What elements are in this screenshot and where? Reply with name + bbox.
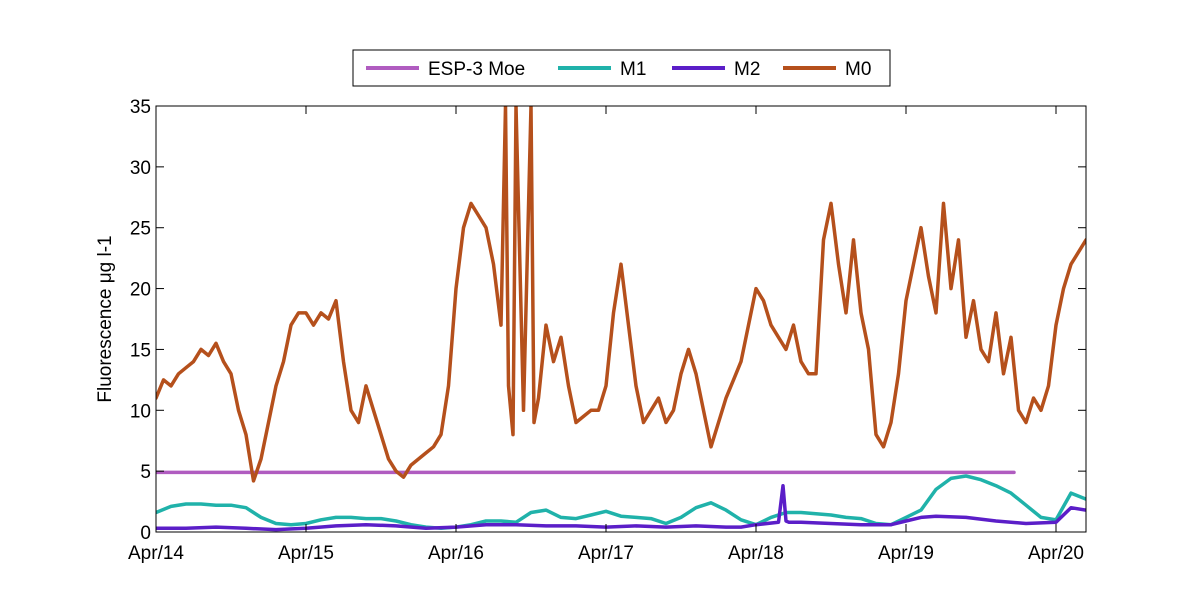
legend-label-m2: M2 [734, 59, 760, 80]
x-tick-label: Apr/18 [728, 543, 784, 564]
legend-label-esp-3-moe: ESP-3 Moe [428, 59, 525, 80]
series-line-m0 [156, 106, 1086, 483]
legend-label-m0: M0 [845, 59, 871, 80]
y-axis: 0 5 10 15 20 25 30 35 [130, 97, 1086, 544]
x-tick-label: Apr/14 [128, 543, 184, 564]
x-tick-label: Apr/19 [878, 543, 934, 564]
x-tick-label: Apr/17 [578, 543, 634, 564]
y-tick-label: 30 [130, 158, 151, 179]
y-tick-label: 35 [130, 97, 151, 118]
series-line-m2 [156, 483, 1086, 532]
series-layer [156, 106, 1086, 532]
x-axis: Apr/14 Apr/15 Apr/16 Apr/17 Apr/18 Apr/19 Apr/… [128, 106, 1084, 564]
y-tick-label: 0 [140, 523, 151, 544]
y-tick-label: 20 [130, 280, 151, 301]
y-tick-label: 10 [130, 401, 151, 422]
legend-label-m1: M1 [620, 59, 646, 80]
series-line-m1 [156, 474, 1086, 531]
y-tick-label: 15 [130, 340, 151, 361]
x-tick-label: Apr/16 [428, 543, 484, 564]
y-axis-label: Fluorescence μg l-1 [95, 235, 116, 402]
x-tick-label: Apr/20 [1028, 543, 1084, 564]
plot-area-frame [155, 105, 1087, 533]
x-tick-label: Apr/15 [278, 543, 334, 564]
y-tick-label: 25 [130, 219, 151, 240]
y-tick-label: 5 [140, 462, 151, 483]
legend: ESP-3 Moe M1 M2 M0 [352, 49, 891, 87]
